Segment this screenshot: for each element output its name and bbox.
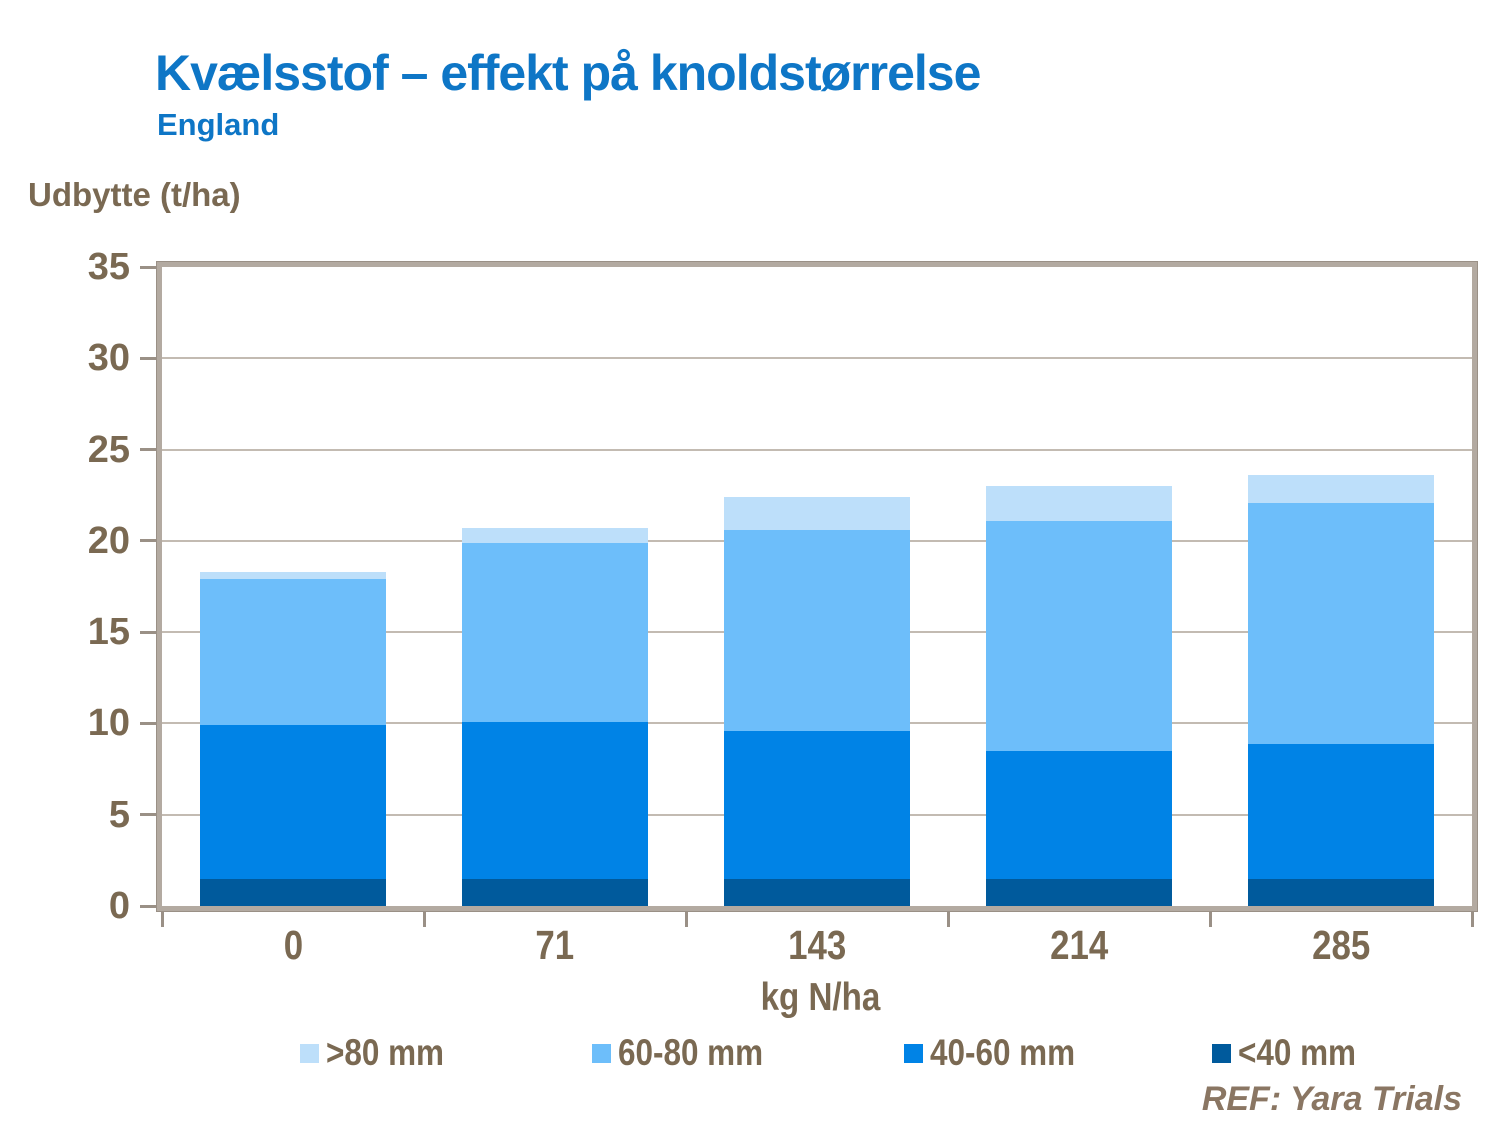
x-tick-label-214: 214 (979, 922, 1179, 969)
x-tick-label-text: 71 (535, 922, 575, 968)
bar-71-segment-<40 mm (462, 878, 648, 906)
y-tick-label-10: 10 (87, 702, 130, 745)
bar-0 (200, 267, 386, 906)
bar-143-segment-60-80 mm (724, 529, 910, 731)
y-tick-label-15: 15 (87, 611, 130, 654)
y-tick-label-30: 30 (87, 337, 130, 380)
legend: >80 mm 60-80 mm 40-60 mm <40 mm (0, 1032, 1500, 1073)
bar-0-segment-40-60 mm (200, 725, 386, 879)
x-tick-label-text: 214 (1049, 922, 1109, 968)
x-tick-mark-1 (422, 911, 426, 927)
legend-swatch (592, 1043, 611, 1063)
bar-71 (462, 267, 648, 906)
y-tick-mark-30 (140, 356, 157, 360)
bar-285 (1248, 267, 1434, 906)
legend-item->80 mm: >80 mm (300, 1032, 465, 1073)
legend-item-60-80 mm: 60-80 mm (592, 1032, 789, 1073)
bar-71-segment-60-80 mm (462, 542, 648, 722)
bar-285-segment-<40 mm (1248, 878, 1434, 906)
legend-item-<40 mm: <40 mm (1212, 1032, 1377, 1073)
y-axis-title: Udbytte (t/ha) (28, 176, 241, 213)
bar-214-segment-<40 mm (986, 878, 1172, 906)
x-tick-mark-3 (946, 911, 950, 927)
bar-143-segment-<40 mm (724, 878, 910, 906)
x-tick-label-71: 71 (455, 922, 655, 969)
y-tick-label-25: 25 (87, 428, 130, 471)
bar-143-segment->80 mm (724, 497, 910, 530)
x-tick-label-143: 143 (717, 922, 917, 969)
x-axis-title: kg N/ha (670, 976, 970, 1020)
bar-214 (986, 267, 1172, 906)
x-axis-title-text: kg N/ha (760, 976, 880, 1019)
y-tick-mark-20 (140, 539, 157, 543)
y-tick-mark-25 (140, 448, 157, 452)
bar-71-segment->80 mm (462, 528, 648, 543)
y-tick-label-0: 0 (108, 885, 130, 927)
x-tick-label-0: 0 (193, 922, 393, 969)
bar-214-segment-60-80 mm (986, 520, 1172, 751)
reference-note: REF: Yara Trials (1201, 1080, 1462, 1118)
x-tick-label-text: 143 (787, 922, 847, 968)
bar-0-segment-60-80 mm (200, 579, 386, 726)
legend-label: <40 mm (1238, 1032, 1357, 1073)
gridline-30 (162, 357, 1472, 360)
legend-swatch (1212, 1043, 1231, 1063)
bar-143-segment-40-60 mm (724, 730, 910, 879)
y-tick-mark-15 (140, 630, 157, 634)
legend-label: 60-80 mm (618, 1032, 764, 1073)
y-tick-mark-10 (140, 721, 157, 725)
y-tick-mark-35 (140, 265, 157, 269)
legend-item-40-60 mm: 40-60 mm (904, 1032, 1101, 1073)
y-tick-mark-0 (140, 904, 157, 908)
x-tick-label-text: 0 (283, 922, 303, 968)
legend-swatch (300, 1043, 319, 1063)
legend-label: 40-60 mm (930, 1032, 1076, 1073)
bar-285-segment-60-80 mm (1248, 502, 1434, 744)
bar-214-segment-40-60 mm (986, 750, 1172, 879)
plot-area (156, 261, 1478, 912)
y-tick-label-20: 20 (87, 519, 130, 562)
gridline-25 (162, 448, 1472, 451)
bar-71-segment-40-60 mm (462, 721, 648, 879)
legend-label: >80 mm (326, 1032, 445, 1073)
x-tick-label-285: 285 (1241, 922, 1441, 969)
x-tick-mark-0 (160, 911, 164, 927)
page-title: Kvælsstof – effekt på knoldstørrelse (155, 45, 981, 101)
page-subtitle: England (157, 107, 280, 142)
bar-0-segment->80 mm (200, 571, 386, 580)
y-tick-label-35: 35 (87, 246, 130, 288)
y-tick-label-5: 5 (108, 793, 130, 836)
bar-214-segment->80 mm (986, 486, 1172, 521)
legend-swatch (904, 1043, 923, 1063)
x-tick-mark-2 (684, 911, 688, 927)
bar-285-segment-40-60 mm (1248, 743, 1434, 879)
bar-0-segment-<40 mm (200, 878, 386, 906)
bar-143 (724, 267, 910, 906)
bar-285-segment->80 mm (1248, 475, 1434, 503)
x-tick-label-text: 285 (1311, 922, 1371, 968)
x-tick-mark-5 (1470, 911, 1474, 927)
y-tick-mark-5 (140, 813, 157, 817)
x-tick-mark-4 (1208, 911, 1212, 927)
